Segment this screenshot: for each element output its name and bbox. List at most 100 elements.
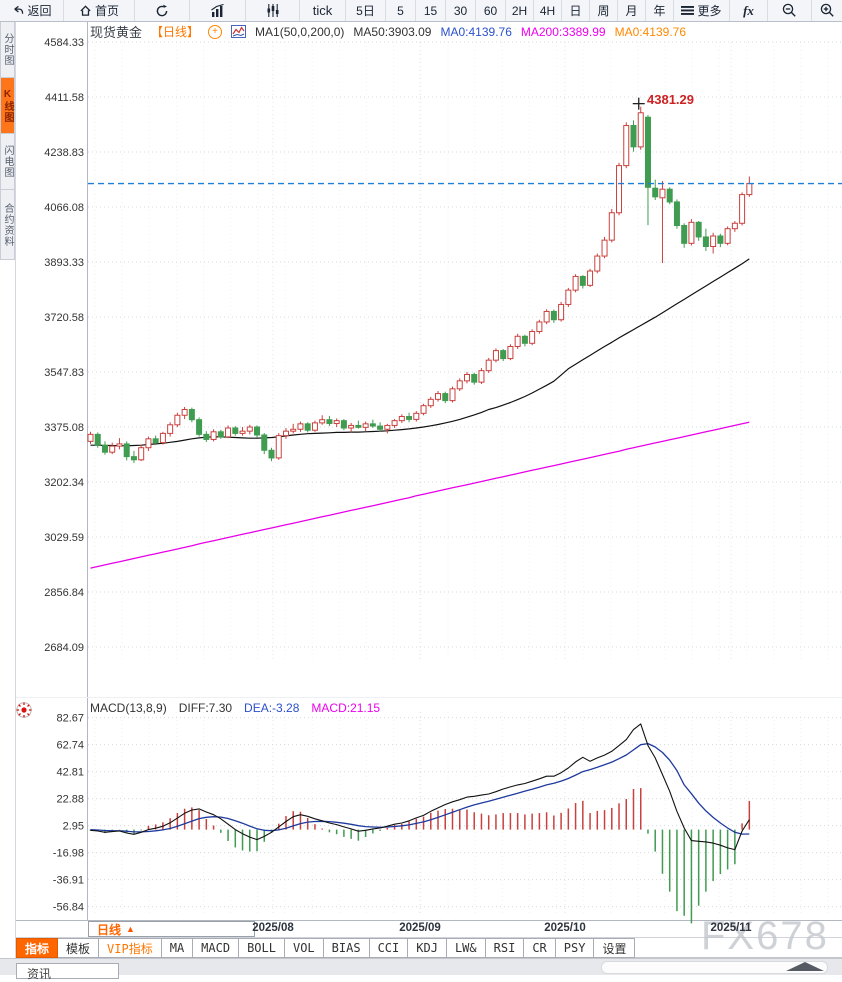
bar-chart-icon [211, 4, 224, 17]
macd-y-axis-labels: 82.67 62.74 42.81 22.88 2.95 -16.98 -36.91 -56.… [53, 713, 84, 914]
fx-icon: fx [743, 2, 754, 18]
period-week-button[interactable]: 周 [590, 0, 618, 21]
svg-text:4584.33: 4584.33 [44, 37, 84, 49]
tab-cci[interactable]: CCI [369, 938, 409, 958]
bar-chart-button[interactable] [190, 0, 246, 21]
month-grid [272, 42, 732, 916]
period-4h-button[interactable]: 4H [534, 0, 562, 21]
main-y-axis-labels: 4584.33 4411.58 4238.83 4066.08 3893.33 3720.… [44, 37, 84, 654]
home-button[interactable]: 首页 [64, 0, 135, 21]
macd-macd-value: MACD:21.15 [311, 701, 381, 715]
tab-vol[interactable]: VOL [284, 938, 324, 958]
back-button[interactable]: 返回 [0, 0, 64, 21]
tab-bias[interactable]: BIAS [323, 938, 370, 958]
zoom-in-button[interactable] [812, 0, 842, 21]
hamburger-icon [681, 6, 695, 15]
tab-settings[interactable]: 设置 [594, 938, 636, 958]
chart-thumbnail-icon [231, 25, 247, 38]
period-day-button[interactable]: 日 [562, 0, 590, 21]
svg-text:62.74: 62.74 [56, 740, 84, 752]
period-5day-button[interactable]: 5日 [346, 0, 386, 21]
tab-macd[interactable]: MACD [193, 938, 240, 958]
x-axis-label: 2025/09 [399, 922, 441, 934]
sidebar-tab-kline-chart[interactable]: K线图 [0, 78, 15, 134]
period-60min-button[interactable]: 60 [476, 0, 506, 21]
news-tab[interactable]: 资讯 [16, 963, 119, 981]
peak-price-label: 4381.29 [647, 92, 694, 107]
svg-text:4238.83: 4238.83 [44, 147, 84, 159]
period-selector-label: 日线 [97, 922, 122, 937]
macd-formula: MACD(13,8,9) [90, 701, 167, 715]
tick-button[interactable]: tick [300, 0, 346, 21]
more-button[interactable]: 更多 [674, 0, 730, 21]
horizontal-scrollbar[interactable] [601, 961, 828, 974]
svg-text:-16.98: -16.98 [53, 848, 84, 860]
ma200-line [90, 421, 750, 569]
period-5min-button[interactable]: 5 [386, 0, 416, 21]
back-arrow-icon [14, 5, 24, 14]
sidebar: 分时图 K线图 闪电图 合约资料 [0, 22, 15, 260]
svg-text:-36.91: -36.91 [53, 875, 84, 887]
sidebar-tab-contract-info[interactable]: 合约资料 [0, 190, 15, 260]
period-label[interactable]: 【日线】 [151, 25, 200, 39]
zoom-out-button[interactable] [768, 0, 812, 21]
peak-marker [632, 97, 645, 110]
ma50-line [90, 258, 750, 447]
tab-psy[interactable]: PSY [555, 938, 595, 958]
scroll-up-arrow[interactable] [786, 962, 824, 971]
home-label: 首页 [94, 4, 119, 18]
tab-kdj[interactable]: KDJ [408, 938, 447, 958]
period-30min-button[interactable]: 30 [446, 0, 476, 21]
tab-template[interactable]: 模板 [58, 938, 100, 958]
period-selector[interactable]: 日线 ▲ [88, 921, 255, 937]
tab-indicator[interactable]: 指标 [16, 938, 59, 958]
ma200-value: MA200:3389.99 [520, 24, 606, 39]
home-icon [80, 5, 91, 16]
period-month-button[interactable]: 月 [618, 0, 646, 21]
tab-rsi[interactable]: RSI [485, 938, 525, 958]
candles-layer [87, 106, 753, 464]
indicator-formula-button[interactable]: fx [730, 0, 768, 21]
refresh-button[interactable] [135, 0, 190, 21]
tab-vip-indicator[interactable]: VIP指标 [99, 938, 162, 958]
sidebar-tab-time-chart[interactable]: 分时图 [0, 22, 15, 78]
dea-line [90, 742, 750, 835]
svg-text:3720.58: 3720.58 [44, 312, 84, 324]
period-year-button[interactable]: 年 [646, 0, 674, 21]
tab-boll[interactable]: BOLL [239, 938, 285, 958]
svg-text:82.67: 82.67 [56, 713, 84, 725]
diff-line [90, 723, 750, 851]
svg-text:2.95: 2.95 [63, 821, 84, 833]
x-axis-label: 2025/08 [252, 922, 294, 934]
live-indicator-icon[interactable] [15, 701, 33, 724]
fine-vertical-grid [94, 42, 829, 916]
svg-text:42.81: 42.81 [56, 767, 84, 779]
svg-text:2684.09: 2684.09 [44, 642, 84, 654]
ma50-value: MA50:3903.09 [353, 24, 432, 39]
kline-chart-button[interactable] [246, 0, 300, 21]
sidebar-tab-lightning-chart[interactable]: 闪电图 [0, 134, 15, 190]
zoom-out-icon [782, 3, 796, 17]
macd-histogram [89, 788, 751, 924]
svg-text:3375.08: 3375.08 [44, 422, 84, 434]
kline-chart-icon [267, 4, 278, 17]
svg-text:3893.33: 3893.33 [44, 257, 84, 269]
panel-borders [15, 22, 842, 958]
macd-diff-value: DIFF:7.30 [178, 701, 233, 715]
top-toolbar: 返回 首页 tick 5日 5 15 30 60 2H 4H 日 周 月 年 更… [0, 0, 842, 22]
macd-grid [88, 717, 842, 908]
tab-ma[interactable]: MA [161, 938, 194, 958]
back-label: 返回 [27, 4, 52, 18]
x-axis-label: 2025/11 [710, 922, 752, 934]
tab-cr[interactable]: CR [524, 938, 556, 958]
ma-formula: MA1(50,0,200,0) [255, 24, 345, 39]
svg-text:22.88: 22.88 [56, 794, 84, 806]
period-15min-button[interactable]: 15 [416, 0, 446, 21]
period-2h-button[interactable]: 2H [506, 0, 534, 21]
svg-text:4411.58: 4411.58 [45, 92, 84, 104]
tab-lw[interactable]: LW& [446, 938, 486, 958]
symbol-name: 现货黄金 [90, 25, 143, 40]
ma0-blue-value: MA0:4139.76 [440, 24, 512, 39]
add-indicator-icon[interactable]: + [208, 24, 223, 39]
